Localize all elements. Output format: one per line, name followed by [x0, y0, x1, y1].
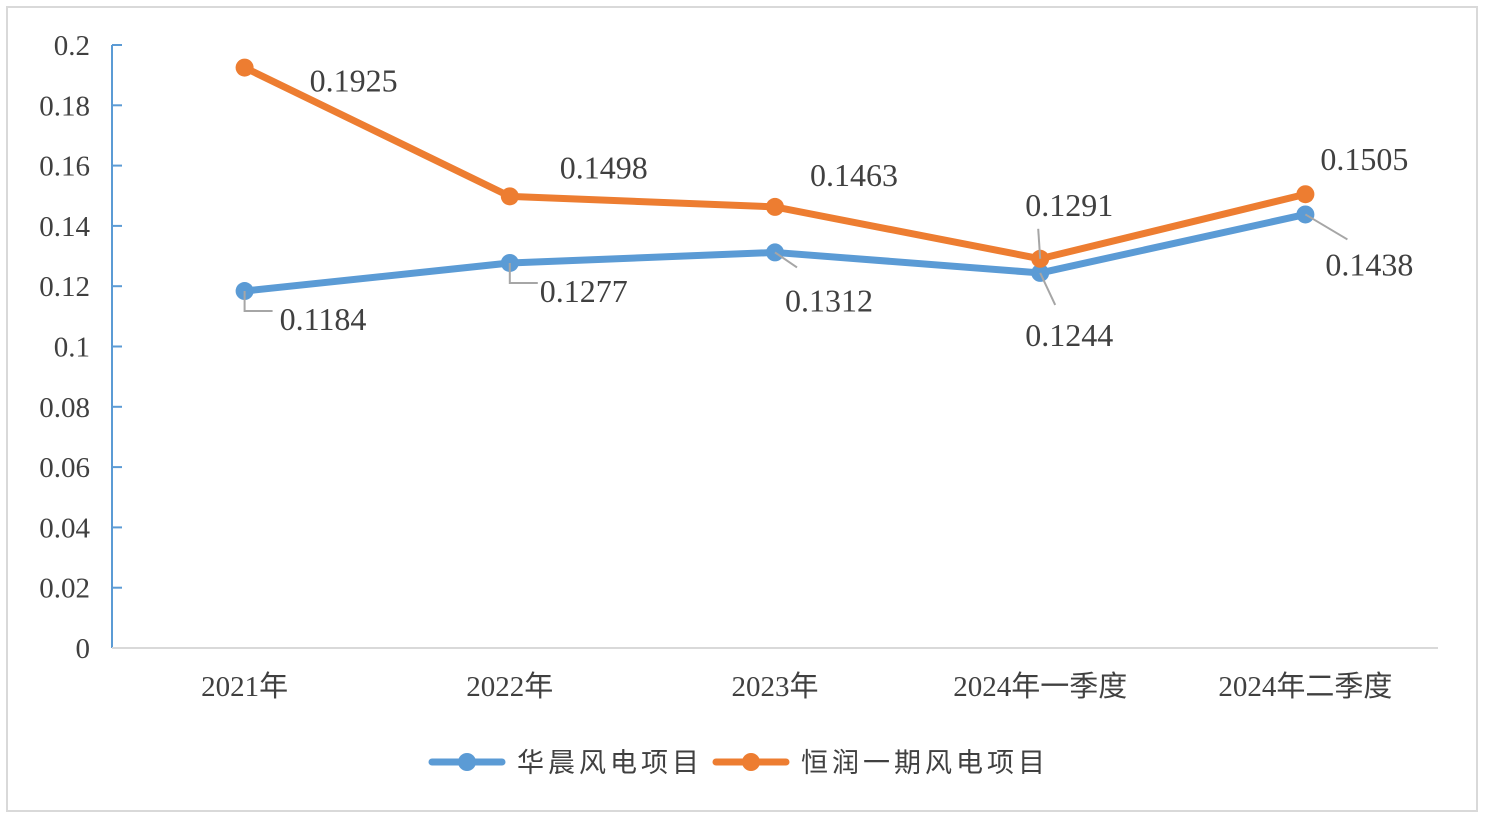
legend-label-1: 华晨风电项目	[517, 748, 703, 779]
data-label: 0.1438	[1325, 246, 1413, 282]
legend-label-2: 恒润一期风电项目	[801, 748, 1049, 779]
data-label: 0.1312	[785, 282, 873, 318]
y-tick-label: 0.04	[39, 512, 90, 544]
data-label-leader	[243, 291, 273, 313]
x-tick-label: 2023年	[731, 670, 818, 703]
series-line-2	[241, 64, 1309, 263]
data-label: 0.1463	[810, 157, 898, 193]
y-tick-label: 0.06	[39, 452, 90, 484]
data-label-leader	[1039, 272, 1057, 306]
data-label: 0.1925	[310, 63, 398, 99]
x-tick-label: 2024年一季度	[953, 670, 1127, 703]
y-tick-label: 0.1	[54, 332, 90, 364]
x-tick-label: 2024年二季度	[1218, 670, 1392, 703]
data-label: 0.1505	[1320, 141, 1408, 177]
y-tick-label: 0.02	[39, 573, 90, 605]
data-label-leader	[774, 251, 798, 269]
data-point-2	[500, 187, 519, 206]
x-tick-label: 2022年	[466, 670, 553, 703]
data-point-2	[235, 58, 254, 77]
data-label: 0.1277	[540, 273, 628, 309]
y-tick-label: 0.08	[39, 392, 90, 424]
data-label-leader	[1304, 213, 1348, 241]
data-label: 0.1291	[1025, 187, 1113, 223]
data-point-2	[766, 197, 784, 216]
y-tick-label: 0.14	[39, 211, 90, 243]
y-tick-label: 0.16	[39, 151, 90, 183]
y-tick-label: 0	[76, 633, 91, 665]
legend-marker-2	[742, 753, 760, 771]
data-label: 0.1498	[560, 149, 648, 185]
legend-marker-1	[458, 753, 476, 771]
chart-frame	[6, 6, 1478, 812]
data-label: 0.1184	[280, 301, 367, 337]
data-label: 0.1244	[1025, 317, 1113, 353]
y-tick-label: 0.18	[39, 90, 90, 122]
data-label-leader	[1037, 228, 1042, 259]
data-point-2	[1296, 185, 1315, 204]
y-tick-label: 0.12	[39, 271, 90, 303]
data-label-leader	[508, 262, 538, 284]
x-tick-label: 2021年	[201, 670, 288, 703]
y-tick-label: 0.2	[54, 30, 90, 62]
